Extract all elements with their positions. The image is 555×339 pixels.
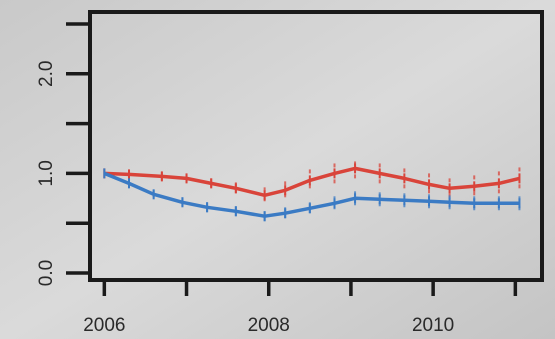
x-tick-label: 2006	[83, 315, 125, 336]
series-line	[103, 171, 520, 218]
series-1	[103, 168, 521, 222]
y-tick-label: 2.0	[36, 61, 57, 87]
series-0	[103, 161, 521, 202]
plot-frame	[88, 10, 544, 282]
y-tick-label: 0.0	[36, 260, 57, 286]
x-tick-label: 2010	[412, 315, 454, 336]
y-tick-label: 1.0	[36, 160, 57, 186]
series-line	[104, 166, 520, 198]
x-tick-label: 2008	[248, 315, 290, 336]
